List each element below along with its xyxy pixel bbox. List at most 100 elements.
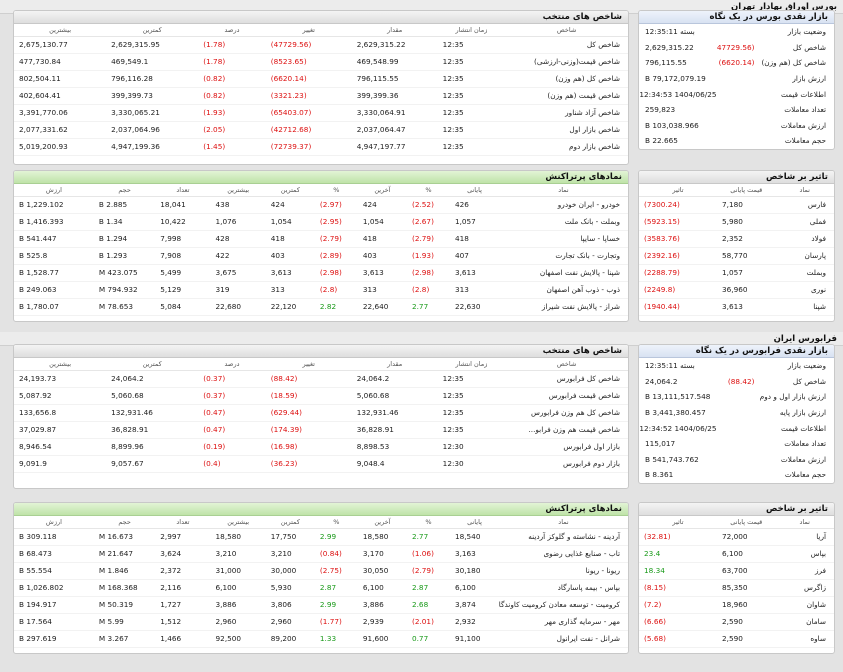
table-row: کرومیت - توسعه معادن کرومیت کاوندگان 3,87… (14, 596, 628, 614)
table-cell: 85,350 (717, 579, 776, 597)
table-cell: (7300.24) (639, 196, 717, 214)
summary-value: 103,038.966 B (645, 120, 699, 130)
table-cell: 403 (265, 247, 315, 265)
summary-row: تعداد معاملات 259,823 (639, 102, 834, 118)
table-cell: 63,700 (717, 562, 776, 580)
table-cell: 1.294 B (93, 230, 156, 248)
table-cell: 8,946.54 (14, 438, 107, 456)
table-row: بازار دوم فرابورس 12:30 9,048.4 (36.23) (0.4… (14, 455, 628, 473)
table-cell: ریونا - ریونا (499, 562, 628, 580)
summary-change (717, 405, 757, 421)
table-cell: 297.619 B (14, 630, 94, 648)
table-cell: (0.37) (198, 387, 266, 405)
table-cell: 1,057 (717, 264, 776, 282)
table-cell: 1,054 (357, 213, 407, 231)
table-cell: 30,050 (357, 562, 407, 580)
table-cell: 12:35 (437, 53, 506, 71)
table-cell: 10,422 (155, 213, 211, 231)
summary-label: تعداد معاملات (784, 105, 826, 115)
table-cell: 7,998 (155, 230, 211, 248)
table-row: شاخص قیمت(وزنی-ارزشی) 12:35 469,548.99 (852… (14, 53, 628, 71)
table-cell: (2288.79) (639, 264, 717, 282)
table-row: پارسان 58,770 (2392.16) (639, 247, 834, 265)
table-cell: (7.2) (639, 596, 717, 614)
table-cell: 9,057.67 (106, 455, 199, 473)
table-cell: 2,352 (717, 230, 776, 248)
table-row: ذوب - ذوب آهن اصفهان 313 (2.8) 313 (2.8) 313 3… (14, 281, 628, 299)
header-row: نماد قیمت پایانی تاثیر (639, 184, 834, 197)
column-header: زمان انتشار (437, 358, 506, 371)
table-cell: 2,590 (717, 613, 776, 631)
table-cell: (2.98) (406, 264, 450, 282)
table-cell: 18,960 (717, 596, 776, 614)
table-cell: (2.8) (406, 281, 450, 299)
column-header: قیمت پایانی (717, 516, 776, 529)
table-cell: (1.06) (406, 545, 450, 563)
table-cell: (47729.56) (265, 36, 352, 54)
table-cell: 2,960 (210, 613, 266, 631)
column-header: نماد (499, 516, 628, 529)
farabourse-market-summary-title: بازار نقدی فرابورس در یک نگاه (639, 345, 834, 358)
table-cell: ساوه (775, 630, 834, 648)
table-cell: (1.45) (198, 138, 266, 156)
table-cell: 6,100 (357, 579, 407, 597)
table-cell: 2,629,315.95 (106, 36, 199, 54)
table-cell: بازار اول فرابورس (505, 438, 628, 456)
table-cell: 6,100 (717, 545, 776, 563)
table-cell: 24,064.2 (106, 370, 199, 388)
table-cell: 3,210 (210, 545, 266, 563)
table-row: شاخص بازار اول 12:35 2,037,064.47 (42712.68… (14, 121, 628, 139)
summary-label: ارزش معاملات (780, 454, 826, 464)
summary-value: بسته 12:35:11 (645, 27, 695, 37)
table-cell: شاخص آزاد شناور (505, 104, 628, 122)
table-cell: (2.52) (406, 196, 450, 214)
table-cell: 426 (449, 196, 500, 214)
table-cell: (2.01) (406, 613, 450, 631)
table-cell: (16.98) (265, 438, 352, 456)
table-cell: شرانل - نفت ایرانول (499, 630, 628, 648)
table-cell: ذوب - ذوب آهن اصفهان (499, 281, 628, 299)
table-row: شاخص بازار دوم 12:35 4,947,197.77 (72739.37… (14, 138, 628, 156)
table-row: شاخص کل هم وزن فرابورس 12:35 132,931.46 (62… (14, 404, 628, 422)
table-cell: 407 (449, 247, 500, 265)
table-cell: (36.23) (265, 455, 352, 473)
table-cell: (0.37) (198, 370, 266, 388)
table-row: شاخص آزاد شناور 12:35 3,330,064.91 (65403.0… (14, 104, 628, 122)
table-cell: (629.44) (265, 404, 352, 422)
table-cell: 2,077,331.62 (14, 121, 107, 139)
table-cell: 4,947,199.36 (106, 138, 199, 156)
table-cell: (0.84) (314, 545, 358, 563)
table-row: آریا 72,000 (32.81) (639, 528, 834, 546)
table-cell: 22,680 (210, 298, 266, 316)
column-header: بیشترین (210, 516, 266, 529)
table-cell: 3,613 (449, 264, 500, 282)
column-header: حجم (93, 516, 156, 529)
summary-value: 8.361 B (645, 470, 674, 480)
table-cell: 194.917 B (14, 596, 94, 614)
summary-label: ارزش بازار اول و دوم (759, 392, 826, 402)
table-cell: (8.15) (639, 579, 717, 597)
table-cell: (2.89) (314, 247, 358, 265)
table-cell: (3583.76) (639, 230, 717, 248)
table-row: بپاس 6,100 23.4 (639, 545, 834, 563)
table-cell: (65403.07) (265, 104, 352, 122)
summary-change (717, 118, 757, 134)
table-cell: 132,931.46 (106, 404, 199, 422)
table-cell: شاخص قیمت هم وزن فرابو... (505, 421, 628, 439)
table-cell: 8,899.96 (106, 438, 199, 456)
table-cell: شاخص بازار اول (505, 121, 628, 139)
table-cell: 3,806 (265, 596, 315, 614)
column-header: نماد (775, 184, 834, 197)
table-cell: 24,193.73 (14, 370, 107, 388)
table-cell: فولاد (775, 230, 834, 248)
table-cell: 541.447 B (14, 230, 94, 248)
header-row: شاخص زمان انتشار مقدار تغییر درصد کمترین بیشتر… (14, 24, 628, 37)
table-cell: (0.82) (198, 87, 266, 105)
table-cell: (2.98) (314, 264, 358, 282)
column-header: مقدار (351, 358, 438, 371)
table-cell: 132,931.46 (351, 404, 438, 422)
table-cell: 22,640 (357, 298, 407, 316)
farabourse-impact-title: تاثیر بر شاخص (639, 503, 834, 516)
header-row: شاخص زمان انتشار مقدار تغییر درصد کمترین بیشتر… (14, 358, 628, 371)
table-cell: 21.647 M (93, 545, 156, 563)
